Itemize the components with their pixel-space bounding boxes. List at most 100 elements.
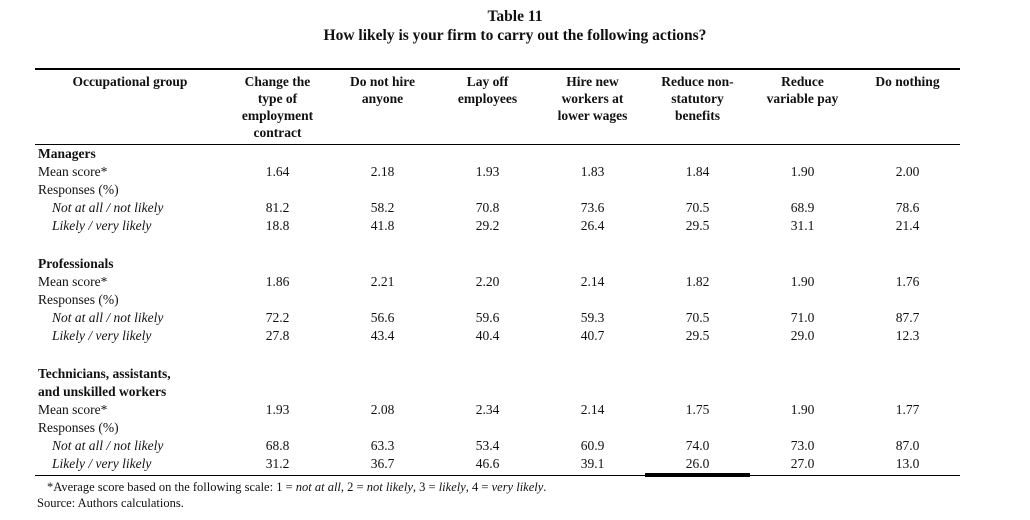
cell-value: [540, 255, 645, 273]
data-row: Not at all / not likely 68.8 63.3 53.4 60.9 7…: [35, 437, 960, 455]
cell-value: 60.9: [580, 438, 605, 453]
row-label: Not at all / not likely: [52, 310, 164, 325]
table-caption: Table 11 How likely is your firm to carr…: [0, 0, 1030, 45]
cell-value: 70.5: [685, 200, 710, 215]
data-row: Not at all / not likely 72.2 56.6 59.6 59.3 7…: [35, 309, 960, 327]
cell-value: 70.5: [685, 310, 710, 325]
cell-value: 2.14: [580, 402, 605, 417]
cell-value: [435, 291, 540, 309]
cell-value: 1.93: [475, 164, 500, 179]
cell-value: 40.7: [580, 328, 605, 343]
cell-value: 41.8: [370, 218, 395, 233]
cell-value: 13.0: [855, 455, 960, 476]
group-row: Technicians, assistants, and unskilled w…: [35, 365, 960, 401]
cell-value: 46.6: [435, 455, 540, 476]
cell-value: [225, 419, 330, 437]
row-label: Mean score*: [38, 402, 108, 417]
row-label: Responses (%): [38, 182, 119, 197]
footnote-text-segment: not likely: [366, 480, 413, 494]
row-label: Likely / very likely: [52, 328, 152, 343]
cell-value: 73.6: [580, 200, 605, 215]
footnote-text-segment: likely: [438, 480, 466, 494]
cell-value: [225, 145, 330, 164]
cell-value: 74.0: [685, 438, 710, 453]
data-row: Responses (%): [35, 291, 960, 309]
column-header: Lay off employees: [435, 68, 540, 145]
cell-value: 29.0: [790, 328, 815, 343]
footnote-text-segment: not at all: [295, 480, 341, 494]
table-head: Occupational group Change the type of emp…: [35, 68, 960, 145]
cell-value: [330, 255, 435, 273]
cell-value: [750, 181, 855, 199]
row-label: Not at all / not likely: [52, 438, 164, 453]
group-row: Managers: [35, 145, 960, 164]
table-body: Managers Mean score* 1.64 2.18 1.93 1.83 1.84 1…: [35, 145, 960, 477]
table-subtitle: How likely is your firm to carry out the…: [323, 27, 707, 44]
cell-value: 53.4: [475, 438, 500, 453]
cell-value: 43.4: [370, 328, 395, 343]
footnote-text-segment: very likely: [491, 480, 544, 494]
cell-value: [225, 181, 330, 199]
cell-value: [330, 291, 435, 309]
spacer-row: [35, 345, 960, 365]
data-row: Likely / very likely 31.2 36.7 46.6 39.1 26.0…: [35, 455, 960, 477]
cell-value: [330, 419, 435, 437]
cell-value: 26.4: [580, 218, 605, 233]
cell-value: [540, 365, 645, 401]
cell-value: 1.77: [895, 402, 920, 417]
cell-value: 59.3: [580, 310, 605, 325]
row-label: Mean score*: [38, 274, 108, 289]
cell-value: [750, 365, 855, 401]
footnote-text-segment: .: [543, 480, 547, 494]
cell-value: 1.82: [685, 274, 710, 289]
cell-value: [645, 365, 750, 401]
cell-value: 78.6: [895, 200, 920, 215]
cell-value: [540, 291, 645, 309]
cell-value: 1.90: [790, 402, 815, 417]
cell-value: [645, 255, 750, 273]
footnote-text-segment: , 3 =: [412, 480, 439, 494]
cell-value: [225, 255, 330, 273]
footnote-text-segment: , 2 =: [340, 480, 367, 494]
row-label: Technicians, assistants, and unskilled w…: [38, 366, 171, 399]
cell-value: 27.0: [750, 455, 855, 476]
data-row: Responses (%): [35, 419, 960, 437]
cell-value: [225, 365, 330, 401]
cell-value: [330, 181, 435, 199]
cell-value: 1.84: [685, 164, 710, 179]
column-header: Do nothing: [855, 68, 960, 145]
cell-value: 58.2: [370, 200, 395, 215]
cell-value: 68.9: [790, 200, 815, 215]
data-row: Responses (%): [35, 181, 960, 199]
row-label: Professionals: [38, 256, 114, 271]
cell-value: 40.4: [475, 328, 500, 343]
data-row: Mean score* 1.86 2.21 2.20 2.14 1.82 1.90 1.76: [35, 273, 960, 291]
cell-value: [855, 291, 960, 309]
cell-value: 68.8: [265, 438, 290, 453]
spacer-row: [35, 235, 960, 255]
cell-value: 1.76: [895, 274, 920, 289]
cell-value: 1.75: [685, 402, 710, 417]
cell-value: [645, 181, 750, 199]
results-table: Occupational group Change the type of emp…: [35, 68, 960, 477]
footnotes: *Average score based on the following sc…: [37, 479, 1030, 511]
data-row: Mean score* 1.64 2.18 1.93 1.83 1.84 1.90 2.00: [35, 163, 960, 181]
cell-value: 1.64: [265, 164, 290, 179]
cell-value: 29.5: [685, 328, 710, 343]
column-header-occupational-group: Occupational group: [35, 68, 225, 145]
cell-value: [435, 145, 540, 164]
cell-value: [750, 145, 855, 164]
cell-value: [435, 419, 540, 437]
row-label: Responses (%): [38, 292, 119, 307]
cell-value: 2.21: [370, 274, 395, 289]
cell-value: 71.0: [790, 310, 815, 325]
data-row: Likely / very likely 18.8 41.8 29.2 26.4 29.5…: [35, 217, 960, 235]
cell-value: [645, 419, 750, 437]
cell-value: 2.08: [370, 402, 395, 417]
cell-value: [750, 419, 855, 437]
column-header: Reduce non- statutory benefits: [645, 68, 750, 145]
cell-value: 56.6: [370, 310, 395, 325]
column-header: Hire new workers at lower wages: [540, 68, 645, 145]
cell-value: [750, 291, 855, 309]
cell-value: 31.2: [225, 455, 330, 476]
